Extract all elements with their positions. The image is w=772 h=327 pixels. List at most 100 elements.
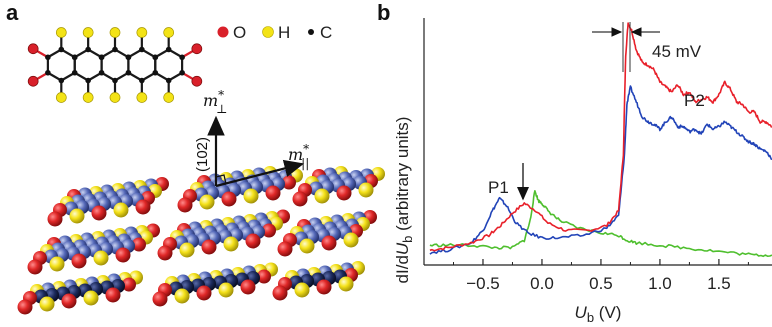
series-line-1	[429, 85, 772, 255]
carbon-atom	[45, 54, 51, 61]
x-tick-label: 0.5	[589, 274, 613, 293]
hydrogen-atom	[136, 27, 148, 38]
carbon-atom	[165, 46, 172, 53]
hydrogen-atom	[82, 92, 94, 103]
legend-oxygen-dot	[217, 26, 229, 38]
carbon-atom	[98, 54, 105, 61]
carbon-atom	[179, 69, 185, 76]
pentacenequinone-molecule	[27, 27, 203, 103]
carbon-atom	[125, 54, 132, 61]
crystal-atom	[299, 238, 315, 254]
x-axis-label: Ub (V)	[575, 303, 622, 325]
crystal-atom	[221, 191, 237, 207]
carbon-atom	[98, 69, 105, 76]
x-tick-label: 1.5	[707, 274, 731, 293]
crystal-atom	[71, 253, 87, 269]
right-angle-marker	[215, 174, 227, 185]
carbon-atom	[45, 69, 51, 76]
crystal-atom	[262, 223, 276, 238]
hydrogen-atom	[109, 27, 121, 38]
crystal-structure	[17, 166, 385, 315]
crystal-atom	[282, 175, 296, 190]
crystal-atom	[201, 239, 217, 255]
par-vector-label: m* ||	[288, 142, 309, 170]
carbon-atom	[165, 77, 172, 84]
series-line-0	[429, 22, 772, 252]
annotation-p2: P2	[684, 91, 705, 110]
x-tick-label: 0.0	[530, 274, 554, 293]
crystal-atom	[152, 291, 168, 307]
crystal-atom	[292, 191, 308, 207]
legend-hydrogen-label: H	[278, 23, 290, 42]
oxygen-atom	[191, 75, 203, 87]
crystal-atom	[196, 285, 212, 301]
x-tick-label: −0.5	[466, 274, 500, 293]
crystal-atom	[47, 211, 63, 227]
legend-hydrogen-dot	[262, 26, 274, 38]
carbon-atom	[58, 46, 65, 53]
perp-vector-label: m* ⊥	[203, 88, 227, 116]
y-axis-label: dI/dUb (arbitrary units)	[393, 117, 415, 284]
panel-label-b: b	[377, 0, 391, 25]
carbon-atom	[85, 46, 91, 53]
carbon-atom	[139, 46, 145, 53]
legend-carbon-label: C	[320, 23, 332, 42]
series-group	[429, 22, 772, 258]
crystal-atom	[338, 276, 354, 292]
crystal-atom	[314, 188, 330, 204]
carbon-atom	[125, 69, 132, 76]
par-vector-arrow	[215, 159, 305, 188]
annotation-p1: P1	[488, 178, 509, 197]
crystal-atom	[277, 241, 293, 257]
crystal-atom	[179, 242, 195, 258]
crystal-atom	[27, 259, 43, 275]
hydrogen-atom	[55, 27, 67, 38]
hydrogen-atom	[55, 92, 67, 103]
carbon-atom	[71, 69, 78, 76]
x-tick-label: 1.0	[648, 274, 672, 293]
crystal-atom	[343, 232, 359, 248]
crystal-atom	[17, 299, 33, 315]
oxygen-atom	[27, 75, 39, 87]
crystal-atom	[240, 279, 256, 295]
hydrogen-atom	[109, 92, 121, 103]
plane-label: (102)	[194, 137, 211, 172]
didu-spectrum-chart: −0.5 0.0 0.5 1.0 1.5 dI/dUb (arbitrary units…	[393, 18, 772, 325]
crystal-atom	[91, 205, 107, 221]
oxygen-atom	[27, 43, 39, 55]
carbon-atom	[58, 77, 65, 84]
crystal-atom	[122, 277, 136, 292]
crystal-atom	[105, 287, 121, 303]
crystal-atom	[223, 236, 239, 252]
crystal-atom	[257, 269, 271, 284]
crystal-atom	[321, 235, 337, 251]
hydrogen-atom	[163, 92, 175, 103]
crystal-atom	[245, 233, 261, 249]
carbon-atom	[71, 54, 78, 61]
hydrogen-atom	[163, 27, 175, 38]
crystal-atom	[39, 296, 55, 312]
crystal-atom	[157, 245, 173, 261]
carbon-atom	[179, 54, 185, 61]
panel-label-a: a	[6, 0, 19, 25]
hydrogen-atom	[136, 92, 148, 103]
crystal-atom	[115, 247, 131, 263]
carbon-atom	[152, 69, 159, 76]
crystal-atom	[265, 185, 281, 201]
series-line-2	[429, 190, 772, 258]
crystal-atom	[272, 285, 288, 301]
crystal-atom	[294, 282, 310, 298]
x-ticks: −0.5 0.0 0.5 1.0 1.5	[452, 259, 749, 293]
crystal-atom	[69, 208, 85, 224]
crystal-atom	[83, 290, 99, 306]
carbon-atom	[85, 77, 91, 84]
legend-oxygen-label: O	[233, 23, 246, 42]
carbon-atom	[139, 77, 145, 84]
crystal-atom	[174, 288, 190, 304]
crystal-atom	[132, 237, 146, 252]
carbon-atom	[112, 46, 118, 53]
crystal-atom	[358, 182, 374, 198]
legend-carbon-dot	[308, 29, 314, 35]
crystal-atom	[177, 197, 193, 213]
